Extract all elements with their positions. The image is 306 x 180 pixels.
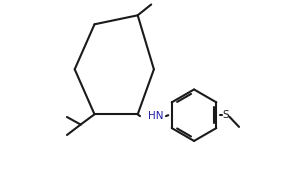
Text: HN: HN: [147, 111, 163, 121]
Text: S: S: [223, 110, 230, 120]
